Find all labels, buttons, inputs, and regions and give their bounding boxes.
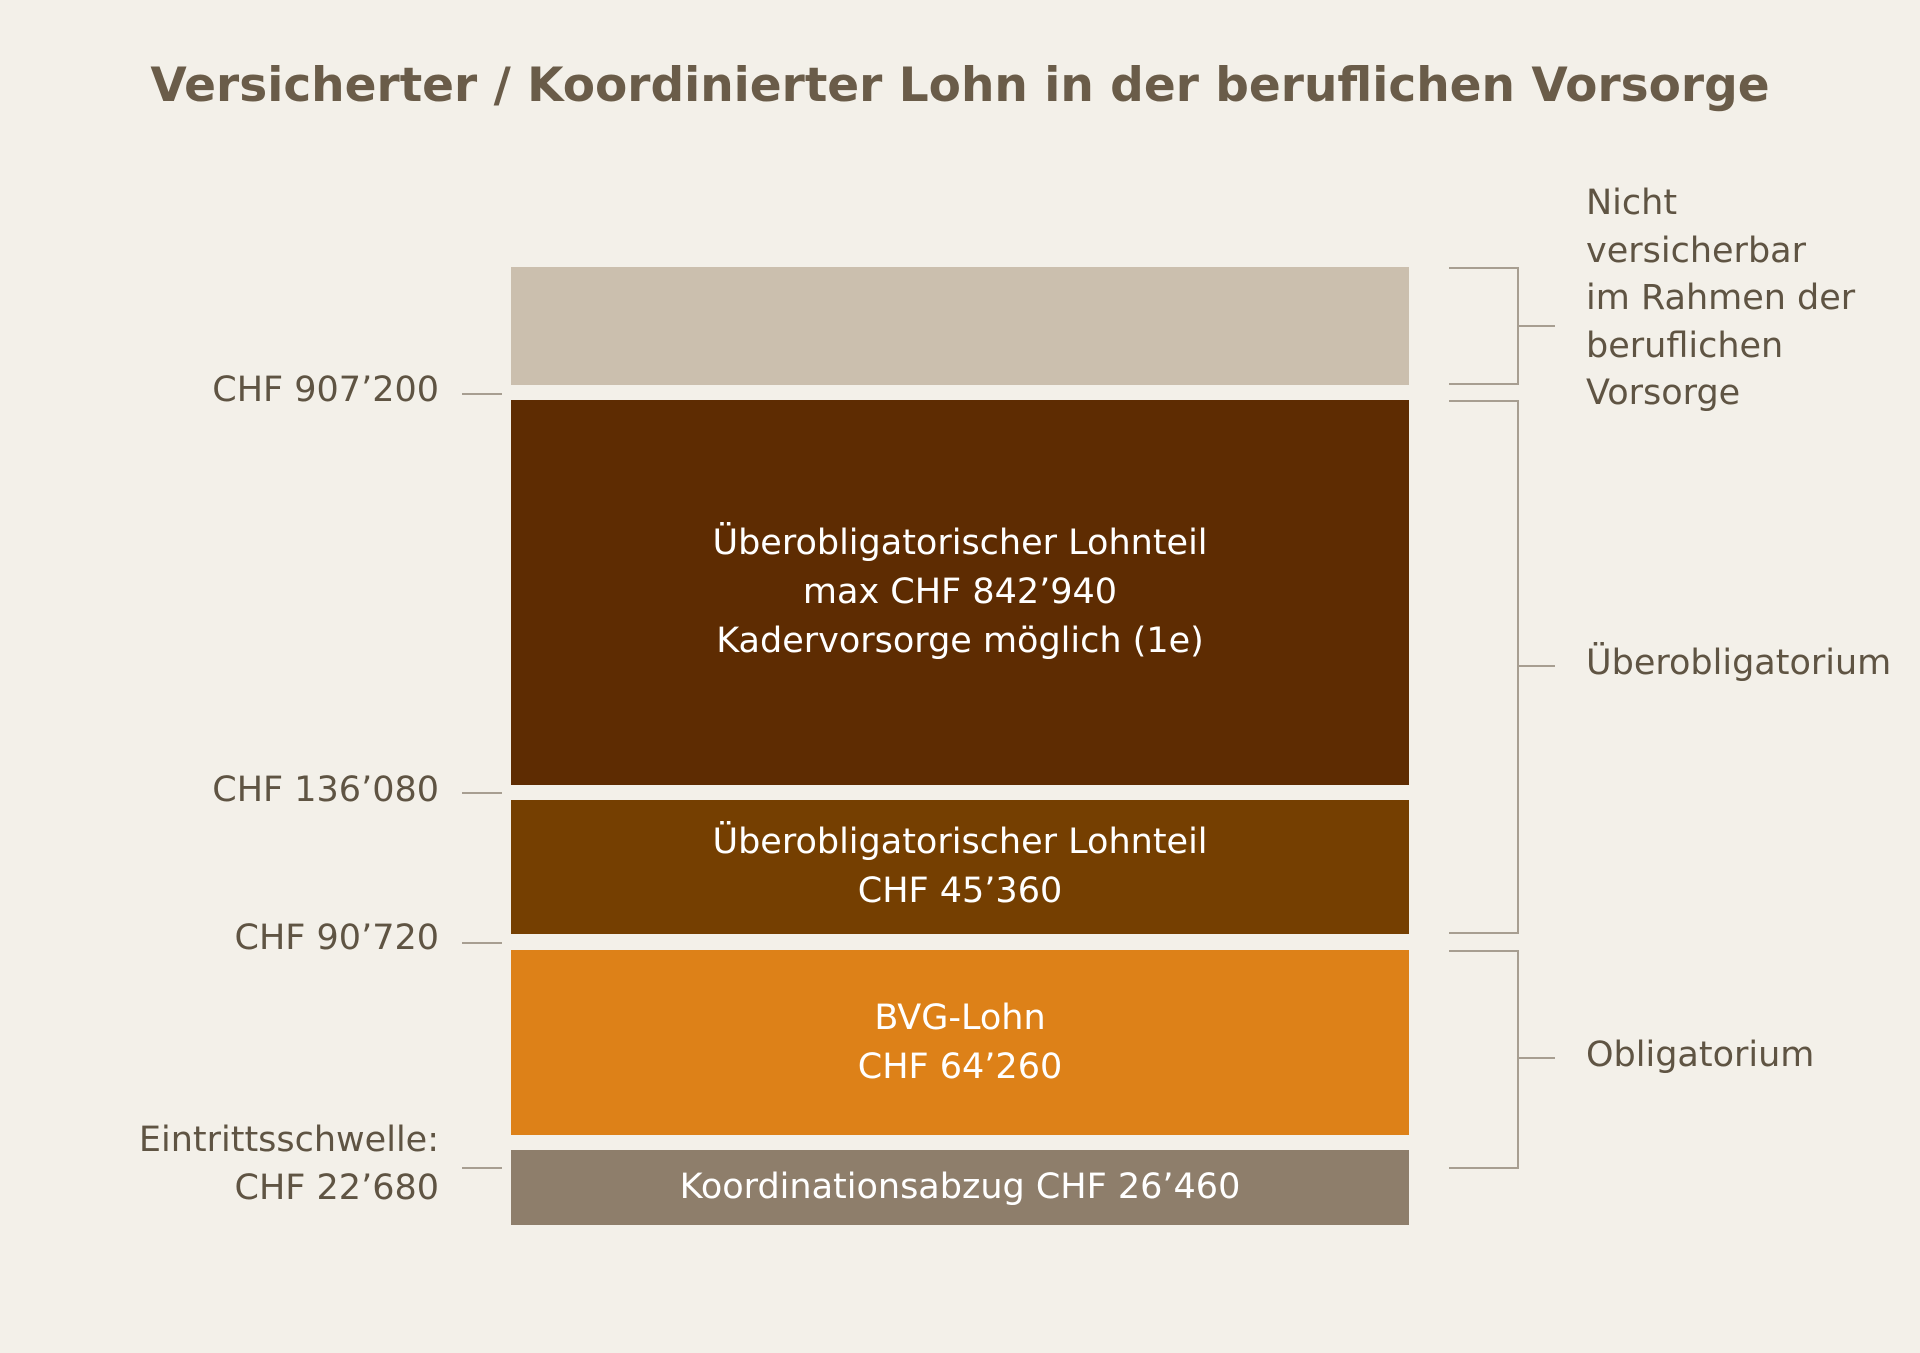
page-title: Versicherter / Koordinierter Lohn in der… xyxy=(150,58,1770,113)
bracket-obligatory-bottom xyxy=(1449,1167,1519,1169)
block-coordination-deduction: Koordinationsabzug CHF 26’460 xyxy=(511,1150,1409,1225)
label-not-insurable-line: beruflichen xyxy=(1586,325,1784,366)
label-not-insurable: Nicht versicherbar im Rahmen der berufli… xyxy=(1586,180,1855,418)
threshold-label-907200: CHF 907’200 xyxy=(212,370,439,410)
block-superobligatory-small: Überobligatorischer Lohnteil CHF 45’360 xyxy=(511,800,1409,934)
entry-threshold-title: Eintrittsschwelle: xyxy=(138,1120,439,1160)
threshold-tick-907200 xyxy=(462,393,502,395)
threshold-label-90720: CHF 90’720 xyxy=(234,918,439,958)
block-bvg-label: BVG-Lohn xyxy=(874,997,1046,1038)
bracket-superobligatory-spine xyxy=(1517,400,1519,934)
bracket-superobligatory-pointer xyxy=(1519,665,1555,667)
block-superobligatory-large: Überobligatorischer Lohnteil max CHF 842… xyxy=(511,400,1409,785)
bracket-not-insurable-top xyxy=(1449,267,1519,269)
block-coordination-label: Koordinationsabzug CHF 26’460 xyxy=(679,1167,1241,1207)
block-not-insurable xyxy=(511,267,1409,385)
threshold-tick-136080 xyxy=(462,792,502,794)
block-bvg-salary: BVG-Lohn CHF 64’260 xyxy=(511,950,1409,1135)
block-superobligatory-large-label: Überobligatorischer Lohnteil xyxy=(712,523,1208,563)
bracket-not-insurable-spine xyxy=(1517,267,1519,385)
block-superobligatory-large-note: Kadervorsorge möglich (1e) xyxy=(716,621,1204,661)
label-obligatory: Obligatorium xyxy=(1586,1035,1815,1075)
threshold-tick-22680 xyxy=(462,1167,502,1169)
entry-threshold-label: Eintrittsschwelle: CHF 22’680 xyxy=(139,1117,439,1212)
bracket-obligatory-pointer xyxy=(1519,1057,1555,1059)
block-superobligatory-large-max: max CHF 842’940 xyxy=(802,572,1118,612)
block-superobligatory-small-amount: CHF 45’360 xyxy=(857,871,1063,911)
threshold-tick-90720 xyxy=(462,942,502,944)
bracket-superobligatory-bottom xyxy=(1449,932,1519,934)
bracket-obligatory-spine xyxy=(1517,950,1519,1169)
bracket-obligatory-top xyxy=(1449,950,1519,952)
label-not-insurable-line: versicherbar xyxy=(1586,230,1806,271)
threshold-label-136080: CHF 136’080 xyxy=(212,770,439,810)
bracket-not-insurable-pointer xyxy=(1519,325,1555,327)
label-not-insurable-line: Vorsorge xyxy=(1586,373,1741,414)
entry-threshold-amount: CHF 22’680 xyxy=(234,1167,439,1208)
bracket-not-insurable-bottom xyxy=(1449,383,1519,385)
block-superobligatory-small-label: Überobligatorischer Lohnteil xyxy=(712,822,1208,862)
bracket-superobligatory-top xyxy=(1449,400,1519,402)
label-not-insurable-line: Nicht xyxy=(1586,183,1678,223)
block-bvg-amount: CHF 64’260 xyxy=(857,1046,1063,1087)
label-superobligatory: Überobligatorium xyxy=(1586,643,1892,683)
label-not-insurable-line: im Rahmen der xyxy=(1586,278,1856,319)
